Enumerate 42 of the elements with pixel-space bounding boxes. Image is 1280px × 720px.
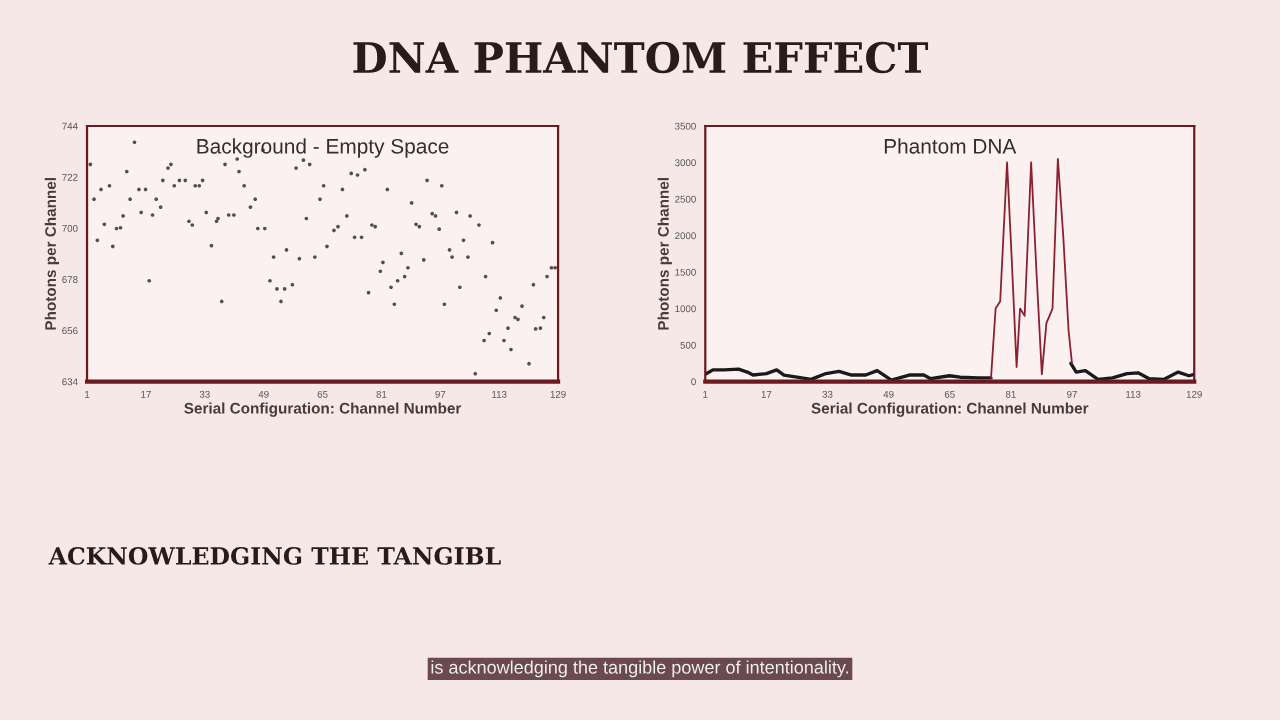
y-axis-title: Photons per Channel [657,178,672,330]
x-axis-title: Serial Configuration: Channel Number [184,402,462,417]
x-tick-label: 17 [141,390,151,398]
y-tick-label: 1000 [675,305,696,313]
x-tick-label: 17 [761,390,772,398]
x-tick-label: 33 [199,390,210,398]
x-tick-label: 65 [317,390,328,398]
x-tick-label: 129 [550,390,566,398]
y-tick-label: 3000 [675,159,696,167]
x-tick-label: 1 [703,390,708,398]
y-tick-label: 722 [62,173,78,181]
text: is acknowledging the tangible power of intentionality. [431,660,848,678]
text: ACKNOWLEDGING THE TANGIBL [48,546,501,565]
y-tick-label: 0 [691,378,696,386]
y-tick-label: 656 [62,327,78,335]
line-series [990,157,1073,379]
y-tick-label: 700 [62,224,78,232]
x-tick-label: 1 [85,390,90,398]
x-tick-label: 65 [944,390,955,398]
y-tick-label: 634 [62,378,78,386]
x-tick-label: 49 [883,390,894,398]
x-tick-label: 33 [822,390,833,398]
y-axis-title: Photons per Channel [44,178,60,330]
x-tick-label: 129 [1186,390,1202,398]
x-tick-label: 81 [1005,390,1016,398]
x-axis-title: Serial Configuration: Channel Number [811,402,1089,417]
y-tick-label: 2500 [675,195,696,203]
y-tick-label: 3500 [675,122,696,130]
y-tick-label: 744 [62,122,78,130]
x-tick-label: 113 [492,390,507,398]
x-tick-label: 97 [1067,390,1077,398]
x-tick-label: 97 [435,390,446,398]
x-tick-label: 113 [1126,390,1141,398]
y-tick-label: 2000 [675,232,696,240]
y-tick-label: 1500 [675,268,696,276]
text: DNA PHANTOM EFFECT [353,41,929,74]
chart-title: Phantom DNA [884,138,1017,154]
y-tick-label: 678 [62,276,78,283]
text: Background - Empty Space [197,138,449,158]
x-tick-label: 49 [258,390,269,398]
y-tick-label: 500 [680,341,696,349]
x-tick-label: 81 [376,390,387,398]
